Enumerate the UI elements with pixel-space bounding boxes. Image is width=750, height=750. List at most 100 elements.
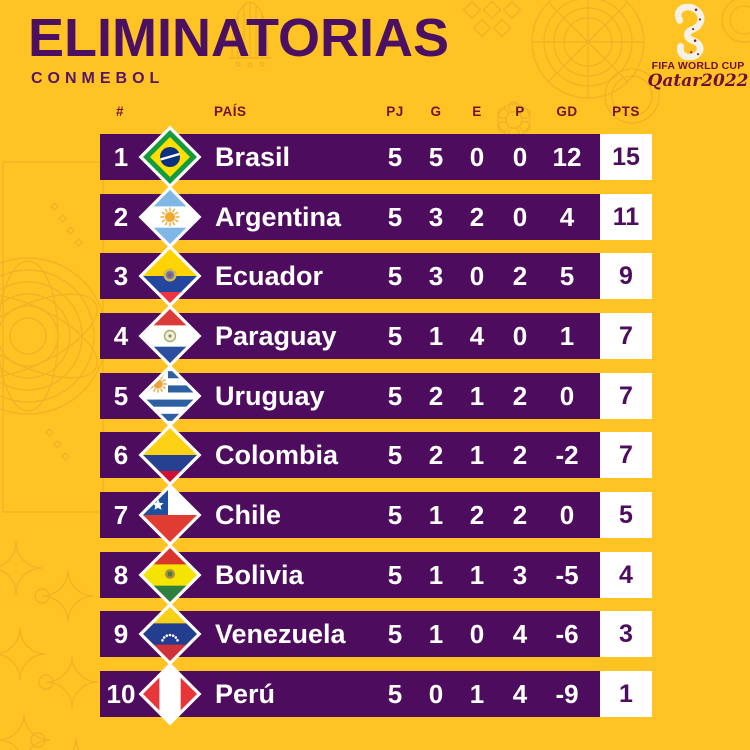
points-badge: 5 (600, 492, 652, 538)
stat-g: 1 (428, 500, 444, 530)
country-name: Uruguay (215, 381, 325, 411)
country-name: Paraguay (215, 321, 337, 351)
stat-pj: 5 (387, 440, 403, 470)
rank-number: 6 (113, 440, 129, 470)
stat-gd: -5 (555, 560, 579, 590)
standings-row-bolivia: 8 Bolivia 5 1 1 3 -5 4 (100, 543, 652, 607)
stat-pj: 5 (387, 560, 403, 590)
points-badge: 3 (600, 611, 652, 657)
stat-g: 1 (428, 560, 444, 590)
country-name: Bolivia (215, 560, 304, 590)
col-header-rank: # (115, 104, 125, 119)
stat-g: 2 (428, 440, 444, 470)
col-header-pais: PAÍS (214, 104, 247, 119)
qatar-2022-label: Qatar2022 (647, 71, 749, 91)
uruguay-flag-icon (138, 364, 202, 428)
stat-gd: 0 (559, 381, 575, 411)
col-header-e: E (472, 104, 482, 119)
page-subtitle: CONMEBOL (31, 70, 165, 87)
stat-pj: 5 (387, 261, 403, 291)
points-badge: 7 (600, 313, 652, 359)
stat-p: 4 (512, 679, 528, 709)
stat-gd: 4 (559, 202, 575, 232)
stat-p: 2 (512, 381, 528, 411)
rank-number: 9 (113, 619, 129, 649)
standings-row-uruguay: 5 Uruguay 5 2 1 2 0 7 (100, 364, 652, 428)
points-badge: 11 (600, 194, 652, 240)
country-name: Perú (215, 679, 276, 709)
stat-gd: -6 (555, 619, 579, 649)
country-name: Ecuador (215, 261, 324, 291)
argentina-flag-icon (138, 185, 202, 249)
stat-gd: 5 (559, 261, 575, 291)
standings-row-ecuador: 3 Ecuador 5 3 0 2 5 9 (100, 244, 652, 308)
stat-g: 0 (428, 679, 444, 709)
page-title: ELIMINATORIAS (28, 8, 450, 68)
fifa-world-cup-label: FIFA WORLD CUP (651, 60, 745, 72)
fifa-world-cup-logo: FIFA WORLD CUP Qatar2022 (646, 4, 750, 91)
stat-e: 0 (469, 261, 485, 291)
country-name: Argentina (215, 202, 342, 232)
standings-row-chile: 7 Chile 5 1 2 2 0 5 (100, 483, 652, 547)
col-header-gd: GD (556, 104, 578, 119)
col-header-pts: PTS (612, 104, 640, 119)
stat-pj: 5 (387, 381, 403, 411)
stat-g: 3 (428, 202, 444, 232)
stat-g: 5 (428, 142, 444, 172)
stat-gd: 0 (559, 500, 575, 530)
rank-number: 1 (113, 142, 129, 172)
venezuela-flag-icon (138, 602, 202, 666)
stat-pj: 5 (387, 202, 403, 232)
standings-row-argentina: 2 Argentina 5 3 2 0 4 11 (100, 185, 652, 249)
stat-g: 3 (428, 261, 444, 291)
rank-number: 2 (113, 202, 129, 232)
stat-gd: 1 (559, 321, 575, 351)
standings-row-brasil: 1 Brasil 5 5 0 0 12 15 (100, 125, 652, 189)
standings-row-colombia: 6 Colombia 5 2 1 2 -2 7 (100, 423, 652, 487)
standings-row-venezuela: 9 Venezuela 5 1 0 4 -6 3 (100, 602, 652, 666)
stat-p: 2 (512, 440, 528, 470)
stat-pj: 5 (387, 321, 403, 351)
stat-pj: 5 (387, 679, 403, 709)
stat-e: 1 (469, 440, 485, 470)
stat-e: 1 (469, 560, 485, 590)
stat-e: 0 (469, 142, 485, 172)
stat-p: 3 (512, 560, 528, 590)
points-badge: 9 (600, 253, 652, 299)
stat-e: 1 (469, 381, 485, 411)
paraguay-flag-icon (138, 304, 202, 368)
rank-number: 3 (113, 261, 129, 291)
stat-gd: 12 (552, 142, 582, 172)
qatar-2022-emblem-icon (674, 4, 705, 60)
stat-g: 2 (428, 381, 444, 411)
points-badge: 7 (600, 373, 652, 419)
stat-p: 0 (512, 321, 528, 351)
points-badge: 15 (600, 134, 652, 180)
bolivia-flag-icon (138, 543, 202, 607)
country-name: Chile (215, 500, 282, 530)
ecuador-flag-icon (138, 244, 202, 308)
stat-e: 4 (469, 321, 485, 351)
stat-e: 1 (469, 679, 485, 709)
stat-g: 1 (428, 619, 444, 649)
rank-number: 4 (113, 321, 129, 351)
rank-number: 10 (106, 679, 136, 709)
stat-p: 0 (512, 202, 528, 232)
points-badge: 7 (600, 432, 652, 478)
stat-gd: -9 (555, 679, 579, 709)
points-badge: 1 (600, 671, 652, 717)
chile-flag-icon (138, 483, 202, 547)
stat-pj: 5 (387, 142, 403, 172)
country-name: Brasil (215, 142, 291, 172)
peru-flag-icon (138, 662, 202, 726)
stat-g: 1 (428, 321, 444, 351)
stat-p: 2 (512, 500, 528, 530)
col-header-pj: PJ (386, 104, 404, 119)
country-name: Colombia (215, 440, 339, 470)
rank-number: 5 (113, 381, 129, 411)
standings-row-perú: 10 Perú 5 0 1 4 -9 1 (100, 662, 652, 726)
stat-e: 0 (469, 619, 485, 649)
rank-number: 7 (113, 500, 129, 530)
colombia-flag-icon (138, 423, 202, 487)
stat-pj: 5 (387, 500, 403, 530)
